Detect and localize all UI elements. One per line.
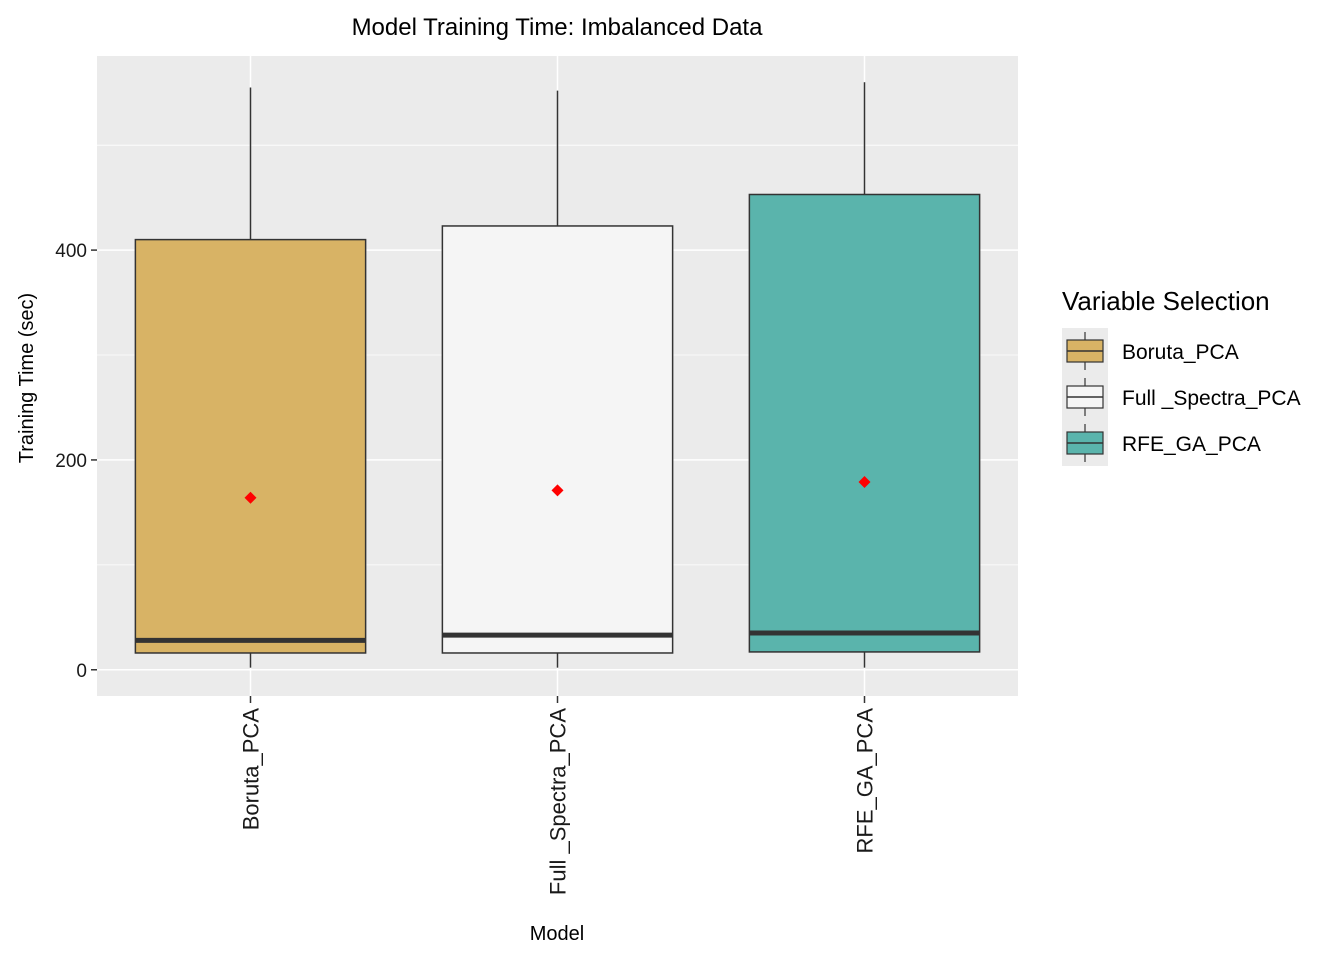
legend: Variable Selection Boruta_PCA Full _Spect… [1062,286,1301,466]
mean-marker [551,484,564,497]
mean-marker [244,491,257,504]
legend-label: Full _Spectra_PCA [1122,387,1301,410]
legend-items: Boruta_PCA Full _Spectra_PCA RFE_GA_PCA [1066,332,1301,462]
legend-label: RFE_GA_PCA [1122,433,1261,456]
x-axis: Boruta_PCA Full _Spectra_PCA RFE_GA_PCA [239,696,878,895]
mean-marker [858,475,871,488]
boxplots [134,82,981,668]
y-axis-label: Training Time (sec) [16,293,38,463]
legend-title: Variable Selection [1062,286,1270,316]
x-tick-label: RFE_GA_PCA [853,708,878,854]
box [441,225,674,654]
y-tick-label: 400 [55,241,87,262]
legend-item: Full _Spectra_PCA [1066,378,1301,416]
box [134,238,367,654]
x-tick-label: Boruta_PCA [239,708,264,831]
boxplot-full-spectra-pca [441,90,674,668]
y-tick-label: 0 [76,661,87,682]
x-axis-label: Model [530,923,584,945]
legend-label: Boruta_PCA [1122,341,1239,364]
legend-item: RFE_GA_PCA [1066,424,1261,462]
box [748,193,981,653]
y-tick-label: 200 [55,451,87,472]
chart-title: Model Training Time: Imbalanced Data [352,14,764,41]
boxplot-boruta-pca [134,87,367,668]
boxplot-rfe-ga-pca [748,82,981,668]
legend-item: Boruta_PCA [1066,332,1239,370]
y-axis: 0 200 400 [55,241,97,682]
x-tick-label: Full _Spectra_PCA [546,708,571,895]
